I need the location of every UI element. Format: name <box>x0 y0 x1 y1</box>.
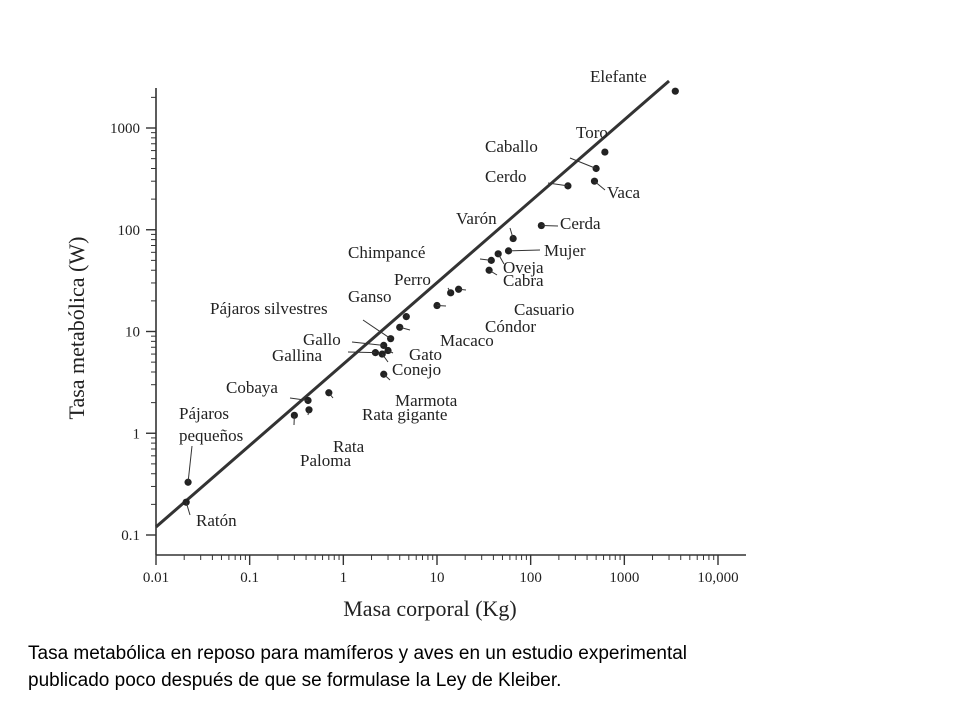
leader-line <box>381 353 389 363</box>
data-point <box>184 478 192 486</box>
y-tick-label: 100 <box>118 223 141 239</box>
point-label: Vaca <box>607 183 640 202</box>
point-label: Chimpancé <box>348 243 425 262</box>
point-label: Caballo <box>485 137 538 156</box>
point-label: Cerdo <box>485 167 527 186</box>
leader-line <box>187 445 193 483</box>
point-label: Macaco <box>440 331 494 350</box>
x-tick-label: 100 <box>519 570 542 586</box>
x-tick-label: 0.01 <box>143 570 169 586</box>
leader-line <box>387 350 394 354</box>
point-label: Gallina <box>272 346 322 365</box>
leader-line <box>569 157 597 169</box>
leader-line <box>351 341 384 346</box>
leader-line <box>508 249 541 252</box>
x-tick-label: 1000 <box>609 570 639 586</box>
leader-line <box>488 269 498 276</box>
data-points <box>182 87 679 506</box>
x-axis-title: Masa corporal (Kg) <box>343 596 517 621</box>
axis-ticks: 0.01 0.1 1 10 100 1000 10,000 0.1 1 10 100 1000 <box>110 96 739 586</box>
point-label: Cabra <box>503 271 544 290</box>
leader-line <box>185 502 191 516</box>
point-label: Conejo <box>392 360 441 379</box>
point-label: Gato <box>409 345 442 364</box>
point-label: Toro <box>576 123 608 142</box>
kleiber-fit-line <box>155 79 671 529</box>
y-axis-title: Tasa metabólica (W) <box>64 237 89 420</box>
leader-line <box>289 397 309 401</box>
y-tick-label: 1 <box>133 426 141 442</box>
leader-line <box>497 253 505 265</box>
leader-line <box>547 182 569 187</box>
leader-line <box>405 313 409 317</box>
x-tick-label: 10 <box>430 570 445 586</box>
data-point <box>601 148 609 156</box>
leader-line <box>307 409 310 416</box>
x-tick-label: 0.1 <box>240 570 259 586</box>
leader-line <box>509 227 514 239</box>
leader-line <box>479 258 492 261</box>
point-label: Pájaros silvestres <box>210 299 328 318</box>
leader-lines <box>185 157 606 516</box>
point-label: Ganso <box>348 287 391 306</box>
leader-line <box>328 392 334 399</box>
point-label: Cerda <box>560 214 601 233</box>
x-tick-label: 10,000 <box>697 570 738 586</box>
trend-line <box>155 79 671 529</box>
figure-caption: Tasa metabólica en reposo para mamíferos… <box>28 640 938 694</box>
caption-line-1: Tasa metabólica en reposo para mamíferos… <box>28 643 688 664</box>
point-label: Perro <box>394 270 431 289</box>
leader-line <box>594 180 606 191</box>
point-label: Gallo <box>303 330 341 349</box>
point-label: Rata <box>333 437 365 456</box>
point-label: Rata gigante <box>362 405 447 424</box>
leader-line <box>447 287 452 294</box>
caption-line-2: publicado poco después de que se formula… <box>28 670 562 691</box>
point-label: Cobaya <box>226 378 278 397</box>
point-label: Ratón <box>196 511 237 530</box>
axes <box>155 88 746 556</box>
point-label: Mujer <box>544 241 586 260</box>
leader-line <box>362 319 391 340</box>
data-point <box>564 182 572 190</box>
point-label: Pájaros pequeños <box>179 404 243 445</box>
leader-line <box>399 326 411 331</box>
x-tick-label: 1 <box>340 570 348 586</box>
y-tick-label: 1000 <box>110 121 140 137</box>
point-label: Casuario <box>514 300 574 319</box>
y-tick-label: 10 <box>125 325 140 341</box>
data-point <box>671 87 679 95</box>
point-label: Marmota <box>395 391 458 410</box>
leader-line <box>383 373 391 381</box>
point-label: Cóndor <box>485 317 536 336</box>
kleiber-chart: 0.01 0.1 1 10 100 1000 10,000 0.1 1 10 100 1000 Rat… <box>64 67 746 621</box>
point-label: Paloma <box>300 451 351 470</box>
leader-line <box>458 288 467 291</box>
point-label: Elefante <box>590 67 647 86</box>
y-tick-label: 0.1 <box>121 528 140 544</box>
leader-line <box>347 351 376 354</box>
point-label: Varón <box>456 209 497 228</box>
point-label: Oveja <box>503 258 544 277</box>
